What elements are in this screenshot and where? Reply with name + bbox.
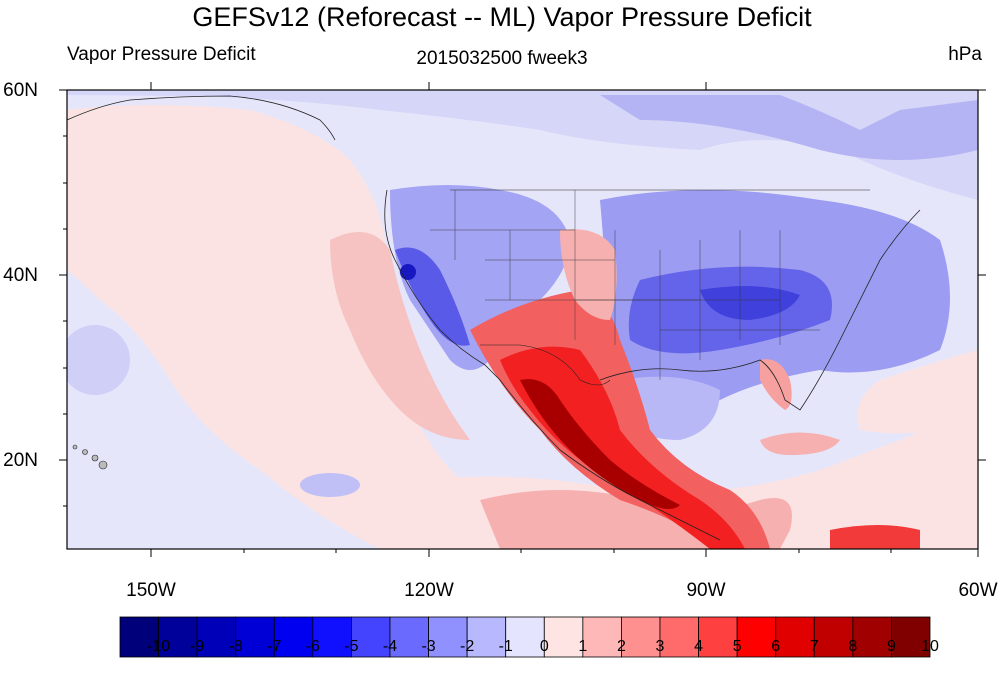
lon-label-90w: 90W [686, 580, 726, 601]
colorbar-box [351, 616, 391, 658]
colorbar-box [775, 616, 815, 658]
map-frame [66, 89, 979, 550]
colorbar-tick-label: 7 [809, 638, 819, 655]
colorbar-tick-label: -2 [460, 638, 475, 655]
mexico-positive-strong [500, 346, 745, 549]
colorbar-box [698, 616, 738, 658]
pacific-positive-light [67, 105, 520, 549]
lat-label-20n: 20N [3, 450, 38, 471]
lat-label-60n: 60N [3, 80, 38, 101]
colorbar-tick-label: 0 [539, 638, 549, 655]
pacific-negative-blob-2 [300, 473, 360, 497]
central-valley-max [400, 264, 416, 280]
colorbar-box [158, 616, 198, 658]
colorbar-tick-label: 8 [848, 638, 858, 655]
colorbar-tick-label: -7 [267, 638, 282, 655]
colorbar-tick-label: -3 [421, 638, 436, 655]
lon-label-150w: 150W [126, 580, 176, 601]
colorbar-box [428, 616, 468, 658]
colorbar-tick-label: 10 [921, 638, 939, 655]
colorbar [119, 616, 931, 658]
colorbar-box [891, 616, 931, 658]
colorbar-tick-label: -5 [344, 638, 359, 655]
pacific-negative-blob [67, 325, 130, 395]
sierra-madre-max [520, 379, 680, 509]
colorbar-tick-label: 1 [578, 638, 588, 655]
colorbar-tick-label: 9 [886, 638, 896, 655]
date-label: 2015032500 fweek3 [416, 48, 588, 69]
baja-offshore-positive [330, 232, 470, 440]
west-coastline [384, 189, 721, 541]
colorbar-box [312, 616, 352, 658]
colorbar-box [543, 616, 584, 658]
units-label: hPa [948, 44, 982, 65]
colorbar-box [736, 616, 777, 658]
colorbar-tick-label: 5 [732, 638, 742, 655]
colorbar-box [389, 616, 429, 658]
lon-label-60w: 60W [958, 580, 998, 601]
plot-title: GEFSv12 (Reforecast -- ML) Vapor Pressur… [192, 2, 812, 32]
caribbean-positive [760, 432, 840, 455]
colorbar-tick-label: -6 [305, 638, 320, 655]
colorbar-box [852, 616, 892, 658]
plains-positive [560, 229, 617, 320]
colorbar-box [505, 616, 545, 658]
lat-label-40n: 40N [3, 265, 38, 286]
colorbar-box [119, 616, 159, 658]
south-caribbean-positive [830, 525, 920, 549]
ohio-valley-max [700, 286, 800, 320]
colorbar-tick-label: 4 [694, 638, 704, 655]
colorbar-box [813, 616, 854, 658]
colorbar-tick-label: -10 [147, 638, 171, 655]
colorbar-tick-label: 3 [655, 638, 665, 655]
colorbar-box [273, 616, 314, 658]
colorbar-box [196, 616, 237, 658]
axis-ticks [59, 82, 986, 557]
state-lines [430, 190, 820, 380]
atlantic-positive [857, 350, 978, 434]
lon-label-120w: 120W [404, 580, 454, 601]
colorbar-tick-label: -1 [498, 638, 513, 655]
canada-negative [600, 95, 978, 160]
alaska-coastline [67, 95, 336, 141]
colorbar-tick-label: -9 [190, 638, 205, 655]
colorbar-box [582, 616, 622, 658]
hawaii [72, 444, 108, 470]
map-field [67, 90, 978, 549]
colorbar-box [621, 616, 661, 658]
colorbar-tick-label: -4 [382, 638, 398, 655]
colorbar-box [659, 616, 699, 658]
colorbar-tick-label: -8 [228, 638, 243, 655]
colorbar-tick-label: 2 [616, 638, 626, 655]
gulf-atlantic-coastline [599, 209, 921, 411]
variable-label: Vapor Pressure Deficit [67, 44, 256, 65]
colorbar-tick-label: 6 [771, 638, 781, 655]
us-mexico-border [480, 344, 611, 386]
colorbar-box [235, 616, 275, 658]
